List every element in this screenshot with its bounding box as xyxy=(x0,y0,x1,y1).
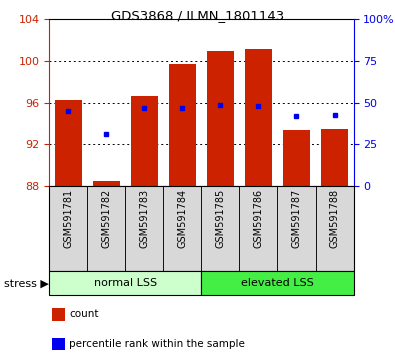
Text: count: count xyxy=(69,309,99,320)
Bar xyxy=(207,51,234,186)
Text: GSM591787: GSM591787 xyxy=(292,188,301,248)
Text: normal LSS: normal LSS xyxy=(94,278,157,288)
Bar xyxy=(53,308,65,320)
Bar xyxy=(169,64,196,186)
Text: GSM591782: GSM591782 xyxy=(102,188,111,248)
Text: percentile rank within the sample: percentile rank within the sample xyxy=(69,339,245,349)
Bar xyxy=(245,48,272,186)
Text: GSM591788: GSM591788 xyxy=(329,188,340,247)
Bar xyxy=(164,186,201,271)
Text: GSM591784: GSM591784 xyxy=(177,188,188,247)
Bar xyxy=(316,186,354,271)
Bar xyxy=(201,186,239,271)
Bar xyxy=(126,186,164,271)
Bar xyxy=(53,338,65,350)
Bar xyxy=(278,186,316,271)
Bar xyxy=(239,186,277,271)
Text: GSM591781: GSM591781 xyxy=(63,188,73,247)
Bar xyxy=(283,130,310,186)
Bar xyxy=(201,271,354,295)
Bar xyxy=(321,129,348,186)
Text: GDS3868 / ILMN_1801143: GDS3868 / ILMN_1801143 xyxy=(111,9,284,22)
Bar xyxy=(49,271,201,295)
Bar xyxy=(131,96,158,186)
Text: elevated LSS: elevated LSS xyxy=(241,278,314,288)
Bar xyxy=(55,99,82,186)
Text: GSM591785: GSM591785 xyxy=(215,188,226,248)
Text: GSM591783: GSM591783 xyxy=(139,188,149,247)
Bar xyxy=(87,186,126,271)
Text: stress ▶: stress ▶ xyxy=(4,278,49,288)
Text: GSM591786: GSM591786 xyxy=(254,188,263,247)
Bar xyxy=(49,186,87,271)
Bar xyxy=(93,181,120,186)
